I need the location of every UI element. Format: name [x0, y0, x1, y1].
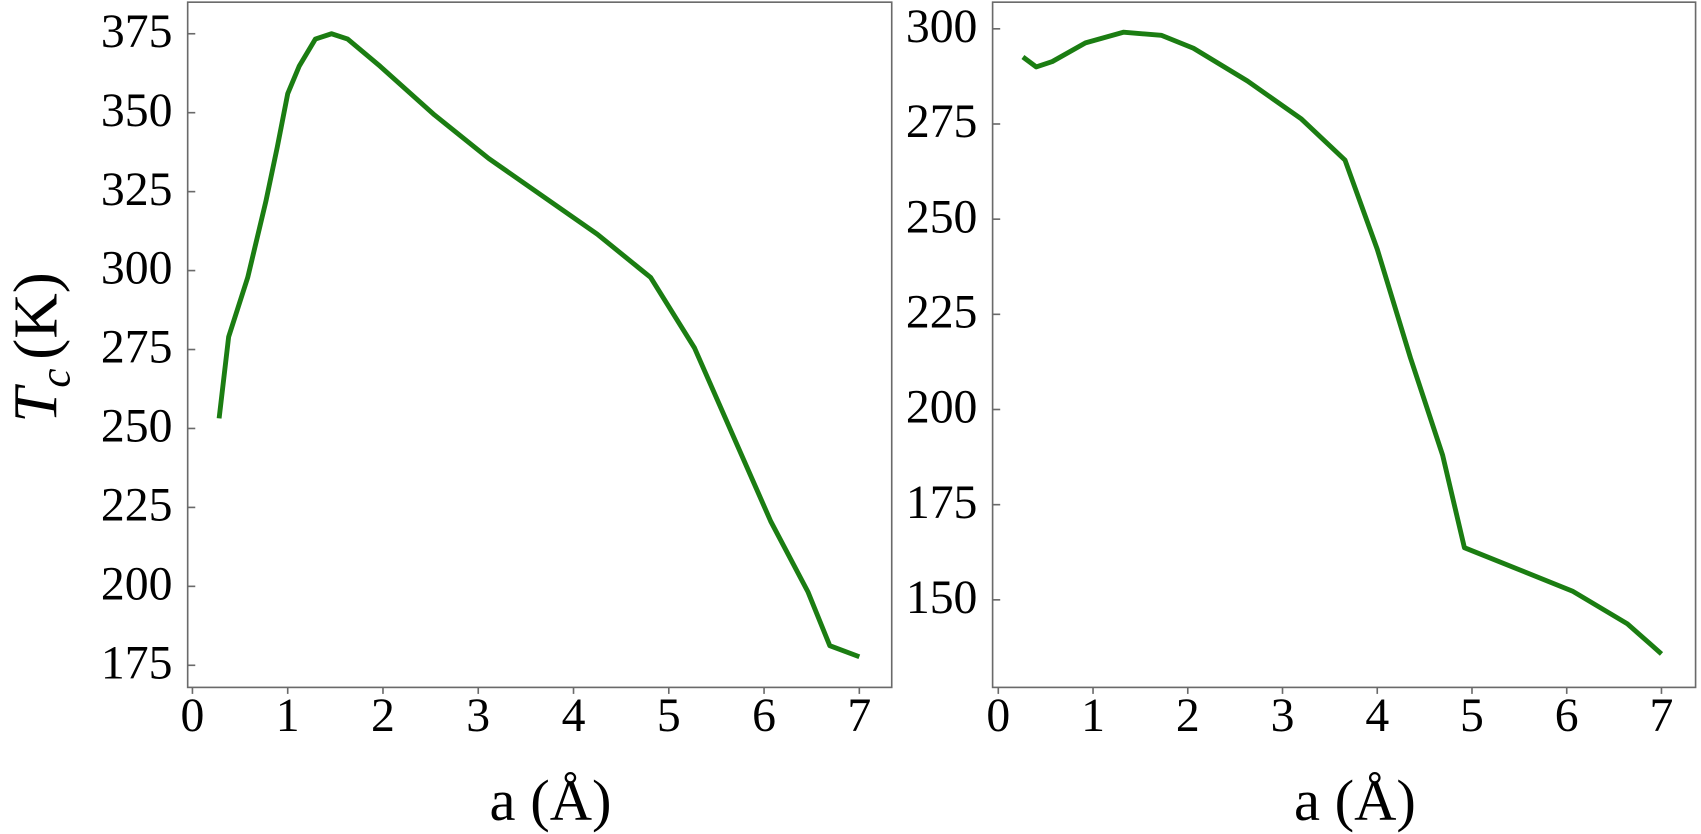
- y-label-subscript: c: [31, 368, 79, 387]
- x-tick-label: 5: [1460, 689, 1484, 742]
- x-tick-label: 6: [1555, 689, 1579, 742]
- x-tick-label: 3: [466, 689, 490, 742]
- y-axis-label: Tc (K): [0, 272, 79, 422]
- x-tick-label: 3: [1271, 689, 1295, 742]
- x-axis-label: a (Å): [490, 768, 612, 833]
- y-tick-label: 175: [101, 636, 173, 689]
- y-tick-label: 250: [101, 400, 173, 453]
- x-tick-label: 7: [1650, 689, 1674, 742]
- x-axis-label: a (Å): [1294, 768, 1416, 833]
- x-tick-label: 0: [986, 689, 1010, 742]
- plot-frame: [991, 1, 1697, 689]
- x-tick-label: 0: [181, 689, 205, 742]
- y-tick-label: 200: [906, 381, 978, 434]
- x-tick-label: 1: [1081, 689, 1105, 742]
- x-tick-label: 2: [1176, 689, 1200, 742]
- y-tick-label: 350: [101, 84, 173, 137]
- data-line: [216, 31, 861, 660]
- y-tick-label: 225: [101, 479, 173, 532]
- y-tick-label: 275: [101, 321, 173, 374]
- plot-frame: [186, 1, 893, 689]
- y-label-unit: (K): [0, 272, 70, 359]
- y-tick-label: 300: [906, 0, 978, 53]
- x-tick-label: 7: [847, 689, 871, 742]
- y-tick-label: 250: [906, 190, 978, 243]
- y-tick-label: 200: [101, 557, 173, 610]
- x-tick-label: 6: [752, 689, 776, 742]
- x-tick-label: 1: [276, 689, 300, 742]
- y-label-symbol: T: [0, 384, 70, 423]
- y-tick-label: 225: [906, 285, 978, 338]
- x-tick-label: 4: [562, 689, 586, 742]
- x-tick-label: 5: [657, 689, 681, 742]
- y-tick-label: 325: [101, 163, 173, 216]
- x-tick-label: 4: [1365, 689, 1389, 742]
- y-tick-label: 300: [101, 242, 173, 295]
- y-tick-label: 175: [906, 476, 978, 529]
- y-tick-label: 375: [101, 5, 173, 58]
- y-tick-label: 275: [906, 95, 978, 148]
- x-tick-label: 2: [371, 689, 395, 742]
- y-tick-label: 150: [906, 571, 978, 624]
- data-line: [1021, 29, 1664, 656]
